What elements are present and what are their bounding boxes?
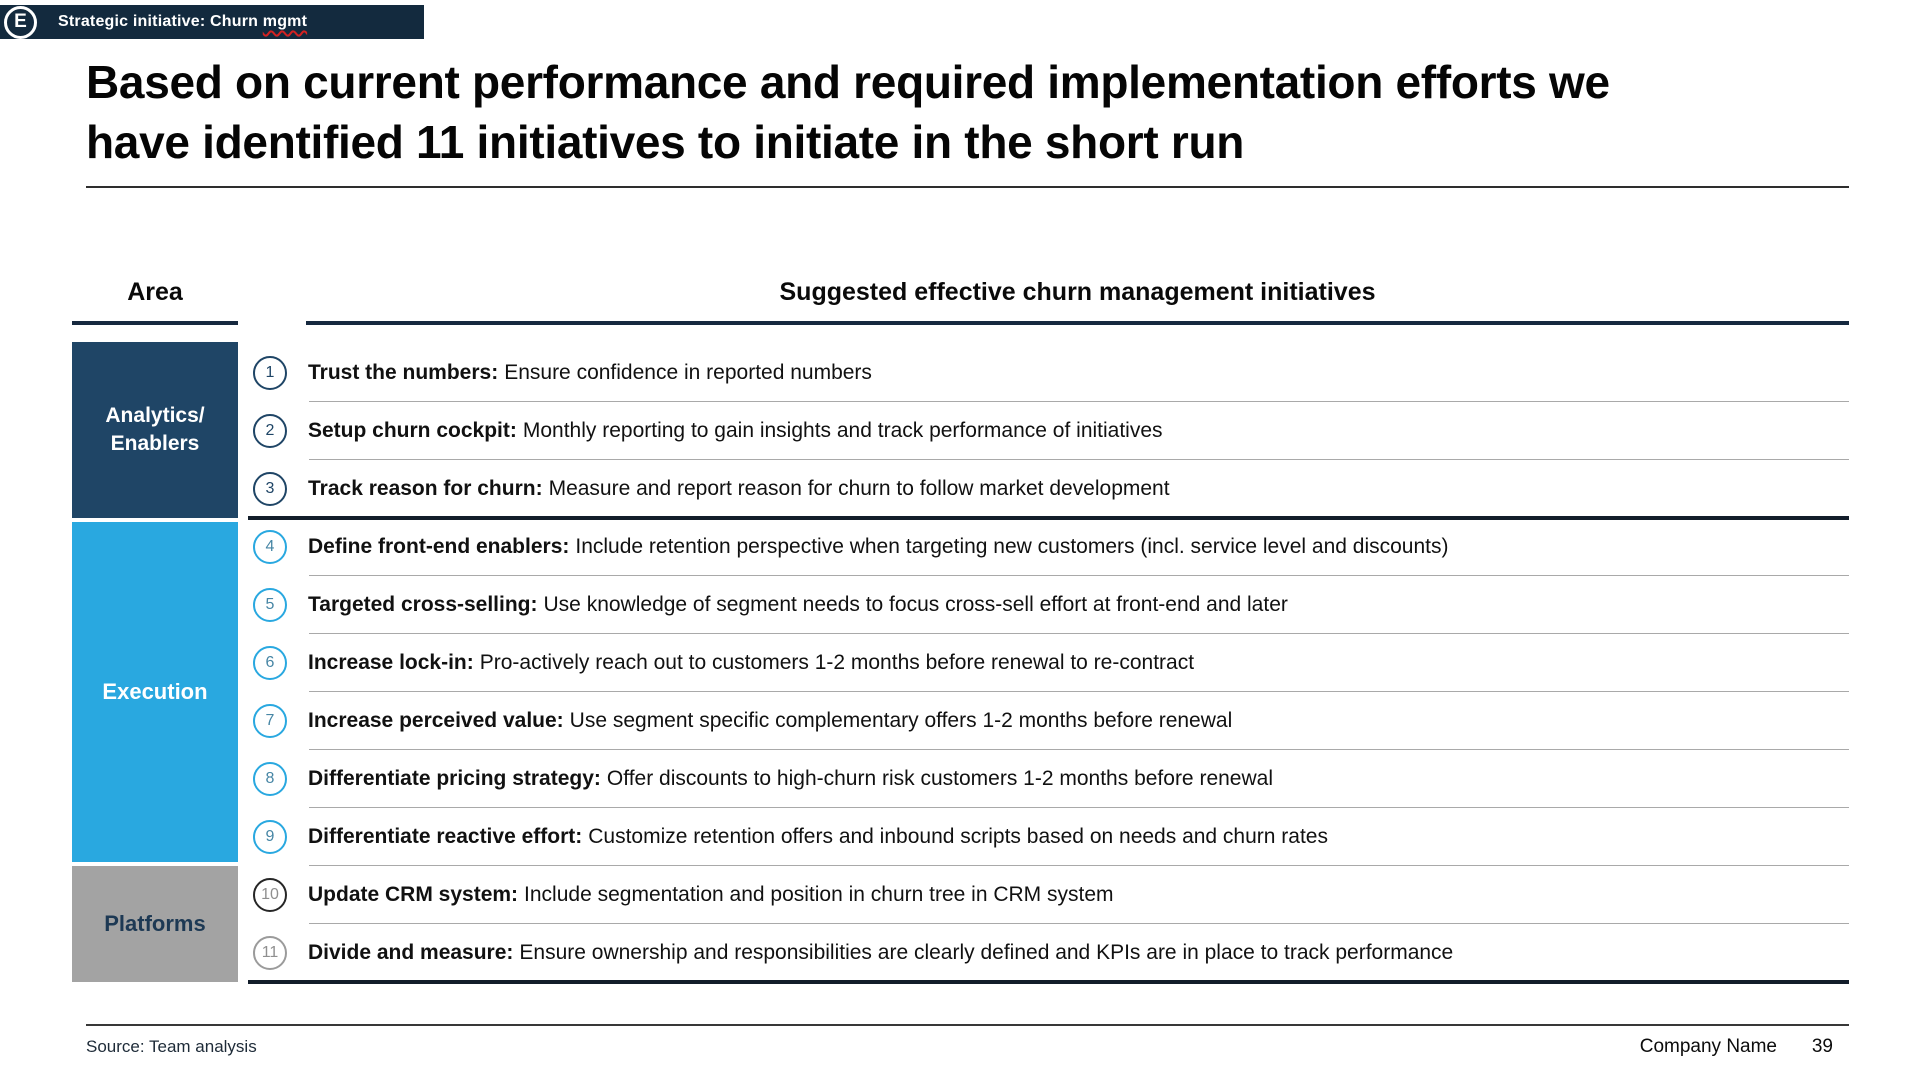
initiative-number-badge: 7 — [253, 704, 287, 738]
row-divider — [309, 575, 1849, 576]
area-column-header: Area — [127, 278, 183, 306]
initiative-label: Targeted cross-selling: — [308, 593, 538, 616]
initiative-row: 5 Targeted cross-selling: Use knowledge o… — [248, 576, 1849, 634]
initiative-number-badge: 11 — [253, 936, 287, 970]
page-title-line-2: have identified 11 initiatives to initia… — [86, 116, 1245, 168]
source-note: Source: Team analysis — [86, 1037, 257, 1056]
initiative-number: 8 — [265, 770, 275, 787]
initiative-text: Targeted cross-selling: Use knowledge of … — [308, 593, 1288, 617]
initiative-row: 6 Increase lock-in: Pro-actively reach ou… — [248, 634, 1849, 692]
initiative-number-badge: 1 — [253, 356, 287, 390]
initiative-number: 5 — [265, 596, 275, 613]
initiative-row: 10 Update CRM system: Include segmentatio… — [248, 866, 1849, 924]
initiative-text: Differentiate reactive effort: Customize … — [308, 825, 1328, 849]
initiative-description: Customize retention offers and inbound s… — [588, 825, 1328, 848]
row-divider — [309, 865, 1849, 866]
initiative-number-badge: 2 — [253, 414, 287, 448]
row-divider — [309, 633, 1849, 634]
initiative-description: Offer discounts to high-churn risk custo… — [606, 767, 1273, 790]
initiative-number: 1 — [265, 364, 275, 381]
initiative-description: Ensure ownership and responsibilities ar… — [519, 941, 1454, 964]
badge-label-text: Strategic initiative: Churn — [58, 13, 259, 30]
row-divider — [309, 807, 1849, 808]
area-block-execution: Execution — [72, 522, 238, 862]
initiative-description: Ensure confidence in reported numbers — [504, 361, 872, 384]
initiative-description: Include segmentation and position in chu… — [524, 883, 1114, 906]
section-divider — [248, 516, 1849, 520]
initiative-label: Trust the numbers: — [308, 361, 499, 384]
initiative-label: Differentiate reactive effort: — [308, 825, 583, 848]
initiatives-list: 1 Trust the numbers: Ensure confidence in… — [248, 344, 1849, 984]
row-divider — [309, 401, 1849, 402]
initiative-text: Trust the numbers: Ensure confidence in r… — [308, 361, 872, 385]
page-title-line-1: Based on current performance and require… — [86, 56, 1610, 108]
initiative-number: 3 — [265, 480, 275, 497]
initiative-description: Include retention perspective when targe… — [575, 535, 1449, 558]
initiative-number: 6 — [265, 654, 275, 671]
initiative-row: 3 Track reason for churn: Measure and rep… — [248, 460, 1849, 520]
initiative-label: Track reason for churn: — [308, 477, 543, 500]
initiative-row: 8 Differentiate pricing strategy: Offer d… — [248, 750, 1849, 808]
row-divider — [309, 691, 1849, 692]
initiative-label: Increase lock-in: — [308, 651, 474, 674]
initiative-number: 7 — [265, 712, 275, 729]
title-divider — [86, 186, 1849, 188]
badge-misspelled-word: mgmt — [262, 13, 308, 30]
row-divider — [309, 459, 1849, 460]
letter-badge-icon: E — [4, 5, 37, 39]
initiative-number-badge: 10 — [253, 878, 287, 912]
initiative-text: Track reason for churn: Measure and repor… — [308, 477, 1170, 501]
initiative-number: 9 — [265, 828, 275, 845]
initiative-number: 4 — [265, 538, 275, 555]
initiative-row: 11 Divide and measure: Ensure ownership a… — [248, 924, 1849, 984]
initiative-number: 10 — [261, 886, 279, 903]
area-block-analytics: Analytics/ Enablers — [72, 342, 238, 518]
initiative-description: Monthly reporting to gain insights and t… — [522, 419, 1163, 442]
row-divider — [309, 923, 1849, 924]
initiative-label: Define front-end enablers: — [308, 535, 570, 558]
initiative-row: 7 Increase perceived value: Use segment s… — [248, 692, 1849, 750]
area-header-underline — [72, 321, 238, 325]
initiative-badge: E Strategic initiative: Churn mgmt — [0, 5, 424, 39]
initiative-number: 11 — [261, 944, 279, 961]
initiative-label: Divide and measure: — [308, 941, 514, 964]
initiative-text: Update CRM system: Include segmentation a… — [308, 883, 1114, 907]
initiatives-column-header: Suggested effective churn management ini… — [779, 278, 1376, 306]
page-title: Based on current performance and require… — [86, 52, 1866, 172]
initiative-text: Differentiate pricing strategy: Offer dis… — [308, 767, 1273, 791]
initiative-label: Update CRM system: — [308, 883, 519, 906]
initiative-number-badge: 6 — [253, 646, 287, 680]
initiative-row: 4 Define front-end enablers: Include rete… — [248, 518, 1849, 576]
initiative-row: 2 Setup churn cockpit: Monthly reporting … — [248, 402, 1849, 460]
badge-letter: E — [14, 11, 27, 32]
table-bottom-divider — [248, 980, 1849, 984]
initiative-number: 2 — [265, 422, 275, 439]
initiative-text: Setup churn cockpit: Monthly reporting to… — [308, 419, 1163, 443]
initiative-label: Setup churn cockpit: — [308, 419, 517, 442]
row-divider — [309, 749, 1849, 750]
initiative-text: Increase lock-in: Pro-actively reach out … — [308, 651, 1194, 675]
initiative-row: 1 Trust the numbers: Ensure confidence in… — [248, 344, 1849, 402]
initiative-text: Increase perceived value: Use segment spe… — [308, 709, 1232, 733]
initiative-text: Define front-end enablers: Include retent… — [308, 535, 1449, 559]
initiative-description: Measure and report reason for churn to f… — [548, 477, 1170, 500]
initiative-label: Increase perceived value: — [308, 709, 564, 732]
initiative-number-badge: 3 — [253, 472, 287, 506]
initiative-text: Divide and measure: Ensure ownership and … — [308, 941, 1453, 965]
initiative-number-badge: 9 — [253, 820, 287, 854]
initiatives-header-underline — [306, 321, 1849, 325]
initiative-description: Use segment specific complementary offer… — [569, 709, 1233, 732]
initiative-number-badge: 4 — [253, 530, 287, 564]
initiative-row: 9 Differentiate reactive effort: Customiz… — [248, 808, 1849, 866]
area-block-platforms: Platforms — [72, 866, 238, 982]
initiative-label: Differentiate pricing strategy: — [308, 767, 601, 790]
initiative-number-badge: 8 — [253, 762, 287, 796]
badge-label: Strategic initiative: Churn mgmt — [58, 13, 307, 31]
page-number: 39 — [1811, 1036, 1833, 1057]
company-name: Company Name — [1639, 1036, 1777, 1057]
footer-divider — [86, 1024, 1849, 1026]
initiative-description: Pro-actively reach out to customers 1-2 … — [479, 651, 1195, 674]
initiative-number-badge: 5 — [253, 588, 287, 622]
initiative-description: Use knowledge of segment needs to focus … — [543, 593, 1288, 616]
